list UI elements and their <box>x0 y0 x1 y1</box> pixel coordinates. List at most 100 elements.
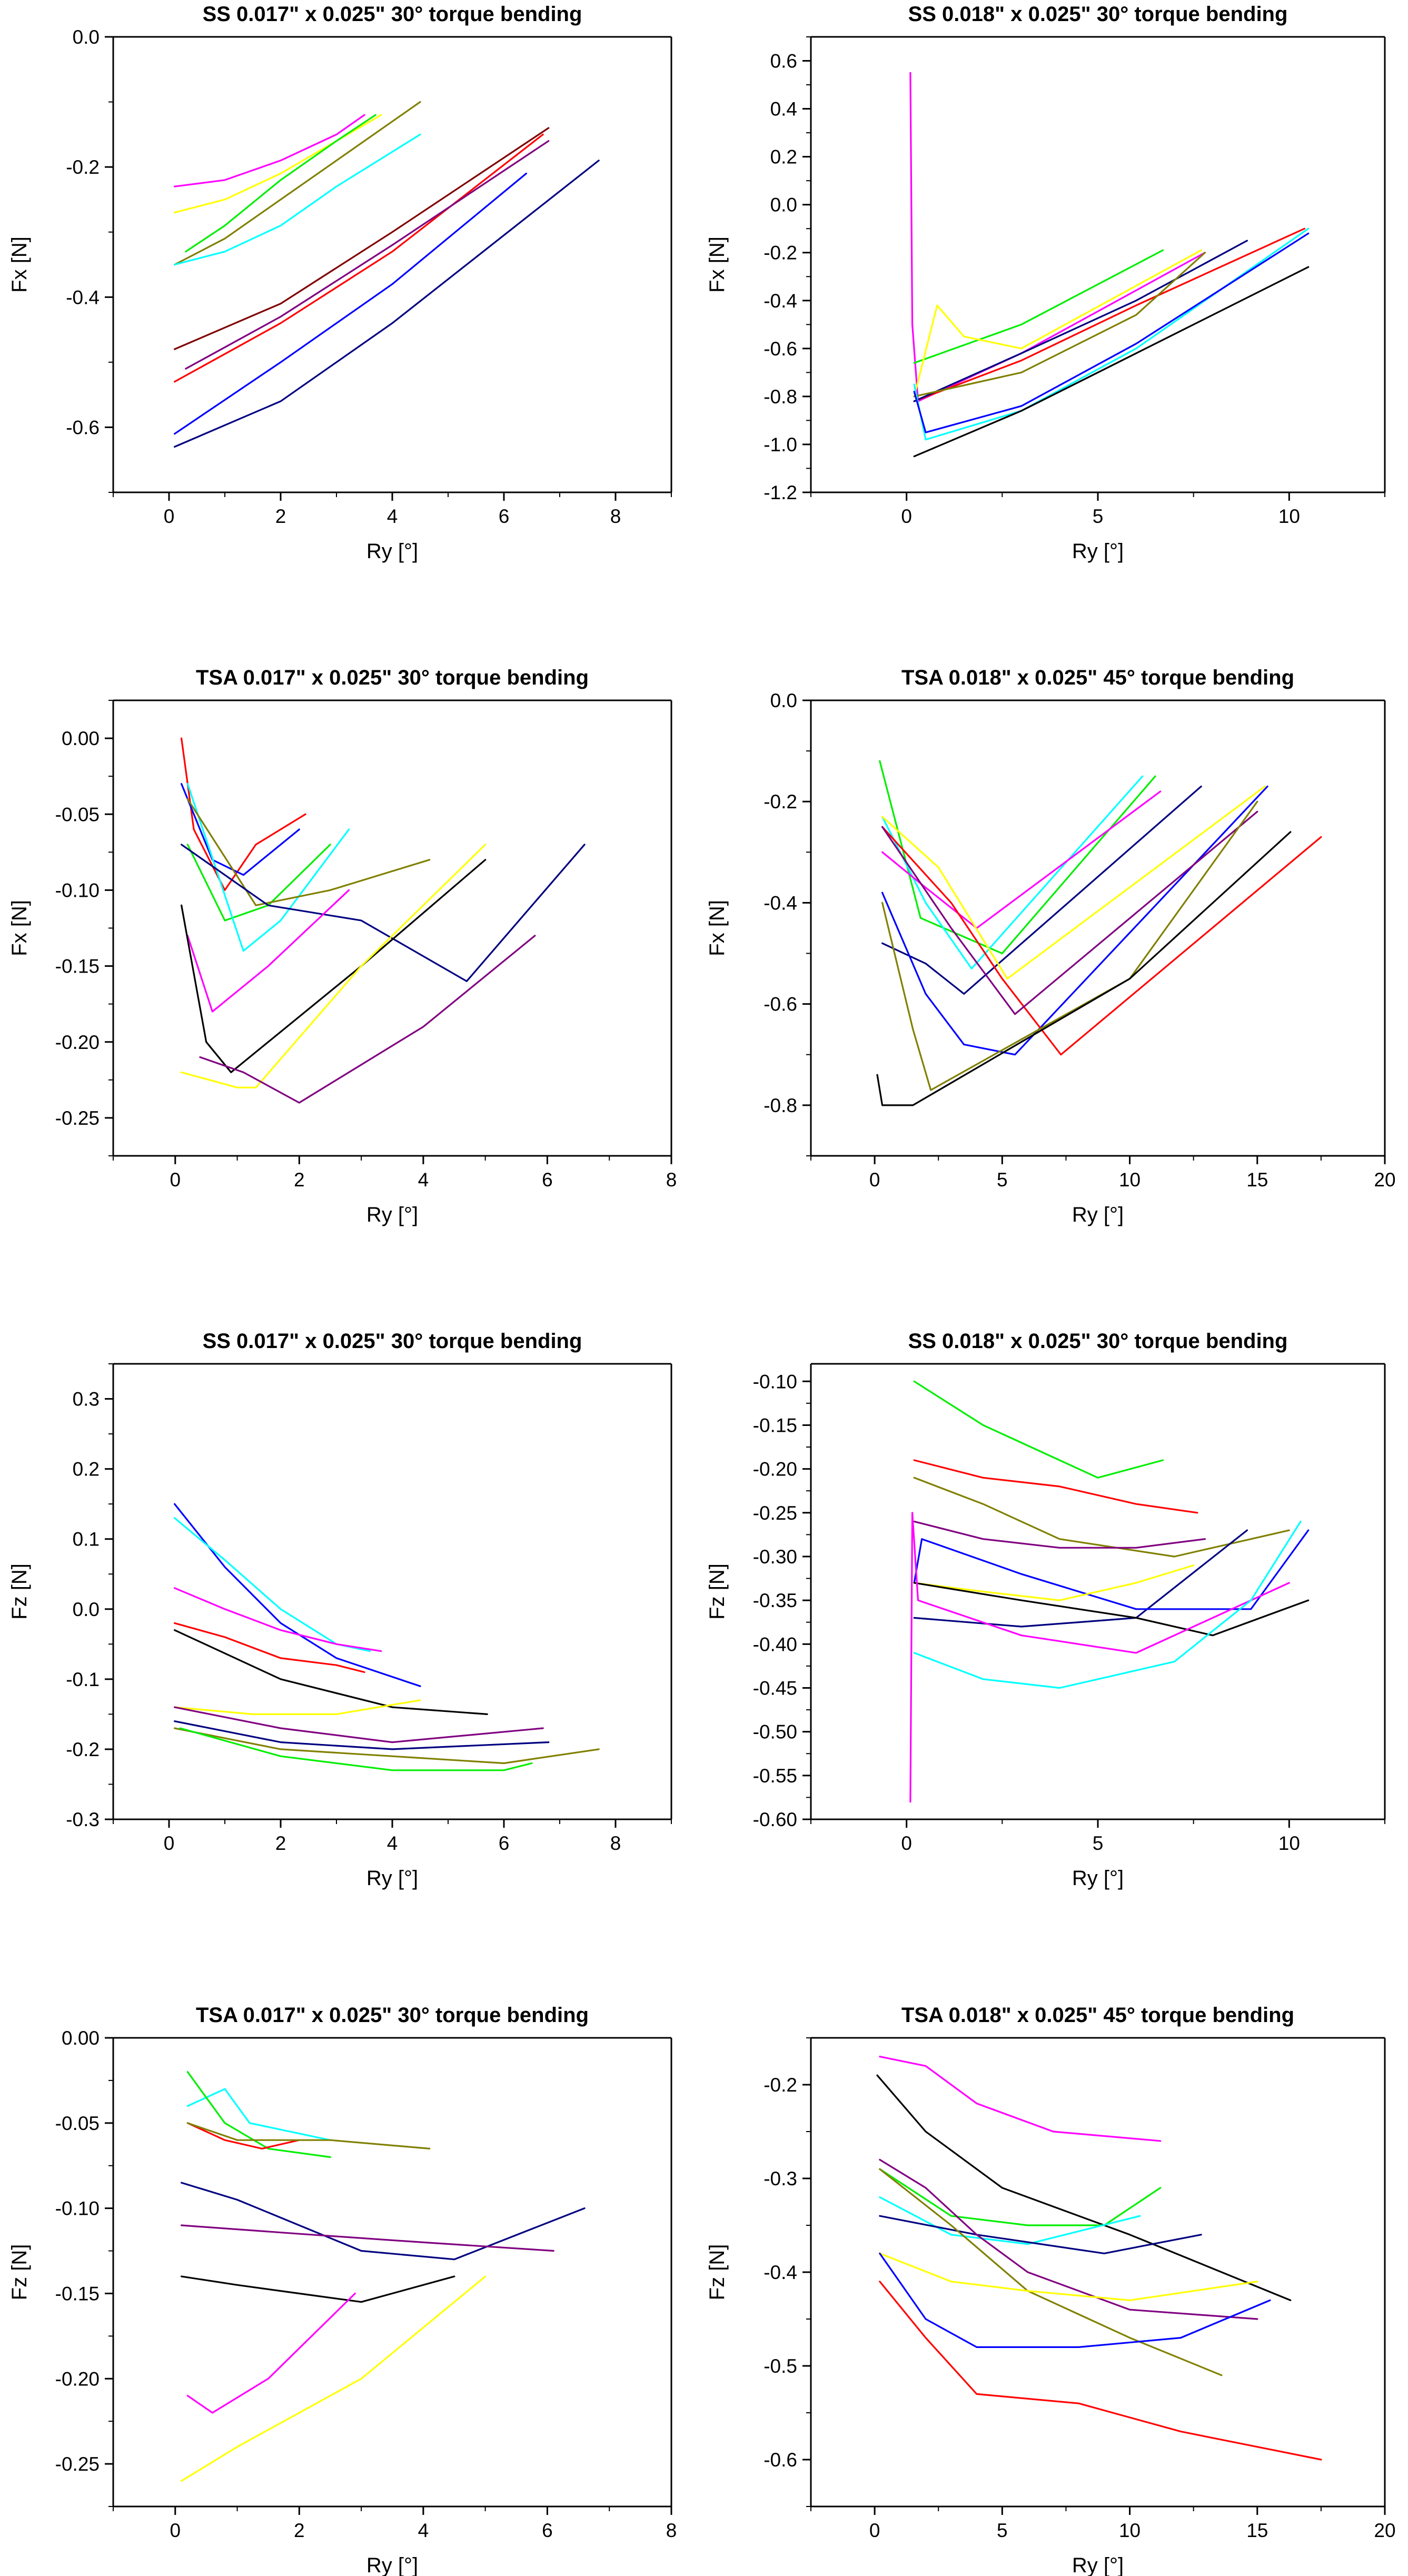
series-line-black <box>181 859 487 1073</box>
chart-title: SS 0.017" x 0.025" 30° torque bending <box>203 3 582 26</box>
series-line-magenta <box>909 1512 1290 1803</box>
x-tick-label: 6 <box>542 2520 553 2541</box>
series-line-magenta <box>186 889 350 1013</box>
series-line-red <box>879 2281 1322 2461</box>
x-tick-label: 5 <box>997 2520 1008 2541</box>
x-tick-label: 4 <box>418 2520 429 2541</box>
y-tick-label: -0.15 <box>55 2283 100 2304</box>
x-tick-label: 0 <box>170 2520 181 2541</box>
y-axis-label: Fx [N] <box>8 236 31 293</box>
y-tick-label: -0.2 <box>66 1739 100 1760</box>
x-tick-label: 8 <box>610 1832 621 1854</box>
series-line-navy <box>913 1529 1248 1628</box>
y-tick-label: -0.25 <box>55 2453 100 2475</box>
x-tick-label: 5 <box>1093 1832 1104 1854</box>
series-line-black <box>876 831 1292 1106</box>
y-tick-label: -0.6 <box>764 994 797 1015</box>
series-line-purple <box>181 2224 554 2252</box>
series-line-red <box>174 1622 365 1673</box>
y-tick-label: -0.10 <box>55 2198 100 2220</box>
series-line-black <box>181 2275 455 2303</box>
series-line-green <box>186 2071 331 2158</box>
y-tick-label: 0.2 <box>73 1459 100 1480</box>
x-tick-label: 0 <box>901 506 912 527</box>
x-tick-label: 0 <box>869 2520 880 2541</box>
x-tick-label: 10 <box>1278 1832 1300 1854</box>
y-tick-label: -0.25 <box>55 1107 100 1129</box>
x-tick-label: 0 <box>901 1832 912 1854</box>
y-tick-label: 0.00 <box>62 728 100 749</box>
x-tick-label: 8 <box>610 506 621 527</box>
y-tick-label: 0.0 <box>770 194 797 216</box>
y-tick-label: -0.3 <box>764 2168 797 2189</box>
series-line-green <box>179 1727 533 1771</box>
x-tick-label: 10 <box>1119 2520 1141 2541</box>
x-tick-label: 10 <box>1119 1169 1141 1191</box>
x-tick-label: 0 <box>869 1169 880 1191</box>
x-axis-label: Ry [°] <box>366 540 418 563</box>
x-tick-label: 5 <box>997 1169 1008 1191</box>
series-line-navy <box>174 160 600 448</box>
series-line-navy <box>181 2182 586 2261</box>
y-axis-label: Fz [N] <box>8 1563 31 1620</box>
y-tick-label: -0.2 <box>764 2074 797 2096</box>
y-tick-label: -0.1 <box>66 1669 100 1690</box>
chart-panel-3: 0 2 4 6 8 -0.25 -0.20 -0.15 -0.10 -0.05 0.00 TSA 0.… <box>8 666 677 1226</box>
series-line-olive <box>174 101 421 266</box>
chart-title: SS 0.017" x 0.025" 30° torque bending <box>203 1330 582 1353</box>
y-tick-label: -0.8 <box>764 1095 797 1116</box>
y-tick-label: 0.3 <box>73 1389 100 1410</box>
series-line-purple <box>174 1706 544 1743</box>
series-line-yellow <box>181 2275 487 2482</box>
x-tick-label: 5 <box>1093 506 1104 527</box>
series-line-purple <box>879 2158 1258 2320</box>
series-line-blue <box>913 232 1310 433</box>
series-line-yellow <box>913 1564 1195 1601</box>
chart-title: TSA 0.018" x 0.025" 45° torque bending <box>901 666 1294 689</box>
series-line-cyan <box>174 133 421 266</box>
x-axis-label: Ry [°] <box>1072 1203 1124 1226</box>
x-axis-label: Ry [°] <box>1072 540 1124 563</box>
chart-panel-7: 0 2 4 6 8 -0.25 -0.20 -0.15 -0.10 -0.05 0.00 TSA 0.… <box>8 2004 677 2576</box>
y-tick-label: 0.0 <box>73 26 100 48</box>
y-tick-label: -0.6 <box>66 417 100 438</box>
y-tick-label: -0.4 <box>764 290 797 312</box>
y-tick-label: -0.20 <box>55 1032 100 1053</box>
series-line-yellow <box>879 2252 1258 2301</box>
y-tick-label: -0.05 <box>55 804 100 825</box>
series-line-navy <box>879 2215 1202 2254</box>
series-line-brown <box>174 127 550 350</box>
series-line-olive <box>186 798 431 906</box>
y-tick-label: -0.10 <box>55 879 100 901</box>
series-line-blue <box>181 783 300 876</box>
series-line-blue <box>879 2252 1271 2348</box>
y-tick-label: 0.0 <box>73 1599 100 1620</box>
series-line-red <box>881 826 1322 1056</box>
series-line-olive <box>913 1477 1290 1558</box>
series-line-yellow <box>174 1699 421 1715</box>
x-tick-label: 15 <box>1246 2520 1268 2541</box>
y-tick-label: -1.2 <box>764 482 797 503</box>
y-tick-label: -0.3 <box>66 1809 100 1830</box>
series-line-black <box>913 266 1310 458</box>
chart-panel-4: 0 5 10 15 20 -0.8 -0.6 -0.4 -0.2 0.0 TSA 0.018" x … <box>706 666 1396 1226</box>
series-line-navy <box>174 1720 550 1750</box>
chart-panel-1: 0 2 4 6 8 -0.6 -0.4 -0.2 0.0 SS 0.017" x 0.025" 3… <box>8 3 672 563</box>
series-line-green <box>185 114 376 253</box>
series-line-black <box>913 1582 1310 1637</box>
x-axis-label: Ry [°] <box>366 2554 418 2576</box>
series-line-navy <box>181 844 586 982</box>
y-axis-label: Fz [N] <box>706 1563 729 1620</box>
y-tick-label: -0.2 <box>66 156 100 178</box>
x-tick-label: 15 <box>1246 1169 1268 1191</box>
y-tick-label: -0.2 <box>764 242 797 264</box>
series-line-purple <box>185 140 550 370</box>
chart-panel-5: 0 2 4 6 8 -0.3 -0.2 -0.1 0.0 0.1 0.2 0.3 SS 0.017" x… <box>8 1330 672 1890</box>
x-tick-label: 4 <box>418 1169 429 1191</box>
y-tick-label: -0.45 <box>753 1677 797 1699</box>
series-line-red <box>186 2122 300 2149</box>
series-line-green <box>879 760 1156 955</box>
x-tick-label: 6 <box>499 506 510 527</box>
series-line-navy <box>913 240 1248 402</box>
